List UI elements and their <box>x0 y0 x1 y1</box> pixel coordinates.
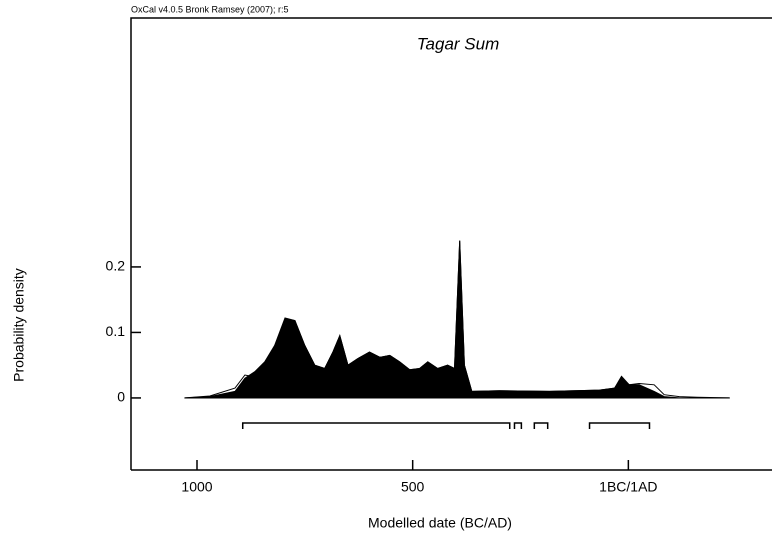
density-area <box>184 240 730 399</box>
range-bracket <box>588 422 651 429</box>
frame <box>130 17 772 471</box>
y-tick-label: 0 <box>117 389 125 405</box>
range-bracket <box>533 422 549 429</box>
range-bracket <box>241 422 511 429</box>
y-axis-label: Probability density <box>11 268 27 382</box>
x-tick-label: 1BC/1AD <box>599 479 657 495</box>
x-tick-label: 500 <box>401 479 425 495</box>
range-bracket <box>513 422 523 429</box>
chart-title: Tagar Sum <box>417 34 500 53</box>
header: OxCal v4.0.5 Bronk Ramsey (2007); r:5 <box>131 4 289 14</box>
y-tick-label: 0.2 <box>106 258 126 274</box>
x-axis-label: Modelled date (BC/AD) <box>368 515 512 531</box>
x-tick-label: 1000 <box>181 479 212 495</box>
y-tick-label: 0.1 <box>106 323 126 339</box>
